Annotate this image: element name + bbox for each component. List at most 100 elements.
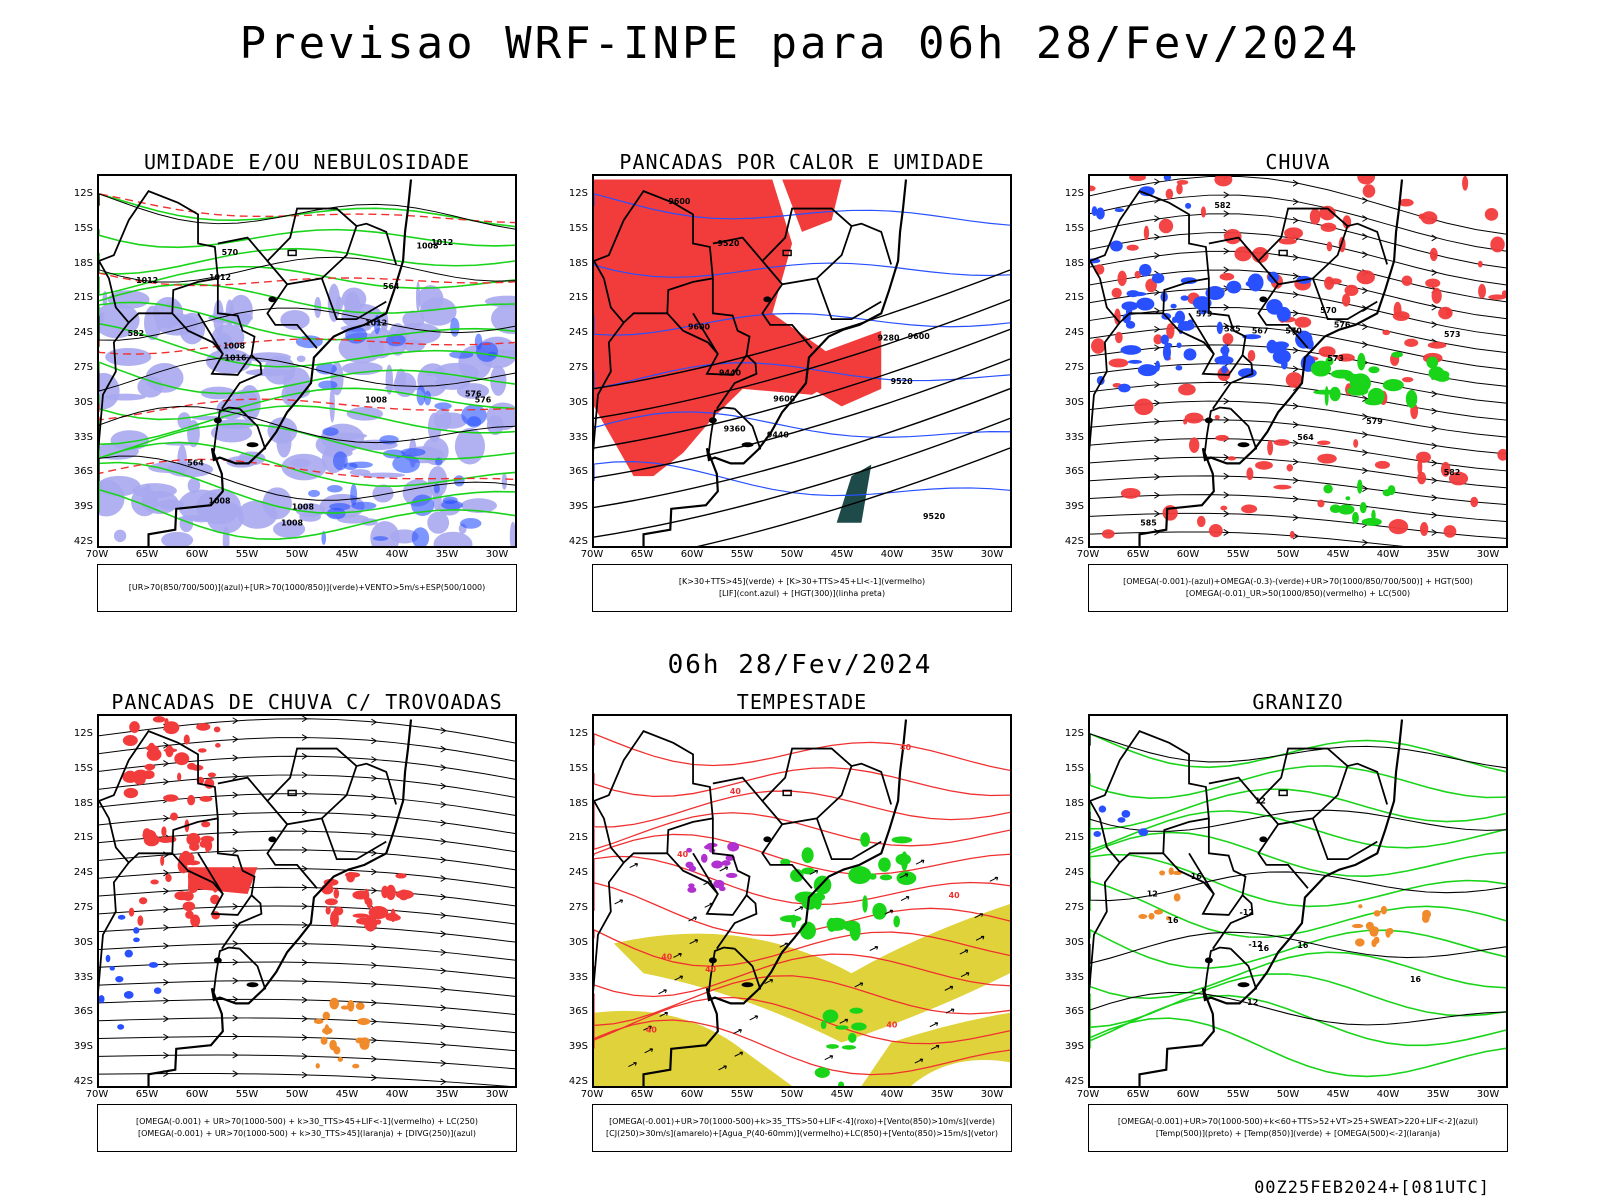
contour-label: 1008 <box>223 341 246 350</box>
latitude-tick-label: 27S <box>568 902 588 913</box>
forecast-map: 1012 1012 1012 1008 1008 1008 1008 1016 1012 576 5… <box>97 174 517 548</box>
longitude-tick-label: 30W <box>1476 1089 1500 1100</box>
latitude-tick-label: 30S <box>73 936 93 948</box>
contour-label: 9520 <box>717 239 740 248</box>
map-graphic: 585 582 582 579 579 576 573 570 567 564 570 573 585 <box>1090 176 1506 546</box>
contour-label: 9600 <box>668 197 691 206</box>
panel-title: PANCADAS POR CALOR E UMIDADE <box>619 150 985 174</box>
legend-line: [OMEGA(-0.001)-(azul)+OMEGA(-0.3)-(verde… <box>1123 577 1473 586</box>
longitude-tick-label: 65W <box>135 549 159 560</box>
contour-label: 582 <box>1444 468 1461 477</box>
contour-label: 40 <box>886 1021 898 1030</box>
main-title: Previsao WRF-INPE para 06h 28/Fev/2024 <box>239 18 1361 69</box>
contour-label: 12 <box>1147 890 1158 899</box>
contour-label: 16 <box>1297 941 1309 950</box>
contour-label: 40 <box>677 850 689 859</box>
latitude-tick-label: 36S <box>1064 1006 1084 1018</box>
latitude-tick-label: 39S <box>73 501 93 513</box>
longitude-tick-label: 30W <box>980 549 1004 560</box>
latitude-tick-label: 21S <box>73 292 93 304</box>
contour-label: 40 <box>730 787 742 796</box>
longitude-tick-label: 65W <box>630 1089 654 1100</box>
longitude-tick-label: 45W <box>830 1089 854 1100</box>
latitude-tick-label: 27S <box>568 362 588 373</box>
latitude-tick-label: 39S <box>568 501 588 513</box>
longitude-tick-label: 50W <box>285 549 309 560</box>
contour-label: 12 <box>1247 998 1258 1007</box>
latitude-tick-label: 39S <box>568 1041 588 1053</box>
contour-label: 16 <box>1258 944 1270 953</box>
latitude-tick-label: 39S <box>1064 501 1084 513</box>
longitude-tick-label: 55W <box>730 1089 754 1100</box>
longitude-tick-label: 30W <box>980 1089 1004 1100</box>
longitude-tick-label: 30W <box>485 549 509 560</box>
contour-label: -12 <box>1240 908 1254 917</box>
contour-label: 573 <box>1444 330 1461 339</box>
map-graphic: 9600 9600 9600 9520 9520 9520 9440 9440 9360 9280… <box>594 179 1010 546</box>
latitude-tick-label: 18S <box>73 257 93 269</box>
longitude-tick-label: 30W <box>485 1089 509 1100</box>
latitude-tick-label: 39S <box>1064 1041 1084 1053</box>
latitude-tick-label: 21S <box>73 832 93 844</box>
longitude-tick-label: 40W <box>880 549 904 560</box>
contour-label: 9360 <box>724 425 747 434</box>
contour-label: 9520 <box>891 377 914 386</box>
longitude-tick-label: 50W <box>780 549 804 560</box>
contour-label: 567 <box>1252 327 1269 336</box>
latitude-tick-label: 18S <box>568 797 588 809</box>
panel-title: GRANIZO <box>1252 690 1344 714</box>
latitude-tick-label: 12S <box>568 188 588 199</box>
contour-label: 1012 <box>365 318 387 327</box>
latitude-tick-label: 42S <box>73 536 93 547</box>
longitude-tick-label: 45W <box>1326 1089 1350 1100</box>
contour-label: 1016 <box>225 354 248 363</box>
longitude-tick-label: 35W <box>435 549 459 560</box>
longitude-tick-label: 65W <box>135 1089 159 1100</box>
longitude-tick-label: 35W <box>1426 1089 1450 1100</box>
longitude-tick-label: 70W <box>580 1089 604 1100</box>
latitude-tick-label: 36S <box>73 466 93 478</box>
panel-legend: [OMEGA(-0.001)-(azul)+OMEGA(-0.3)-(verde… <box>1088 564 1508 612</box>
contour-label: 40 <box>900 743 912 752</box>
latitude-tick-label: 30S <box>568 936 588 948</box>
contour-label: 579 <box>1196 309 1213 318</box>
latitude-tick-label: 24S <box>568 867 588 879</box>
contour-label: 9600 <box>688 322 711 331</box>
longitude-tick-label: 60W <box>1176 549 1200 560</box>
contour-label: 579 <box>1366 417 1383 426</box>
contour-label: 16 <box>1191 872 1203 881</box>
panel-legend: [UR>70(850/700/500)](azul)+[UR>70(1000/8… <box>97 564 517 612</box>
legend-line: [OMEGA(-0.001) + UR>70(1000-500) + k>30_… <box>137 1129 477 1138</box>
contour-label: 570 <box>222 248 239 257</box>
panel-title: TEMPESTADE <box>736 690 868 714</box>
legend-line: [K>30+TTS>45](verde) + [K>30+TTS>45+LI<-… <box>678 577 926 586</box>
longitude-tick-label: 40W <box>1376 1089 1400 1100</box>
legend-line: [OMEGA(-0.001)+UR>70(1000-500)+k<60+TTS>… <box>1117 1117 1479 1126</box>
contour-label: 576 <box>465 389 482 398</box>
latitude-tick-label: 21S <box>568 832 588 844</box>
longitude-tick-label: 70W <box>85 1089 109 1100</box>
latitude-tick-label: 42S <box>73 1076 93 1087</box>
panel-title: CHUVA <box>1265 150 1331 174</box>
longitude-tick-label: 45W <box>1326 549 1350 560</box>
latitude-tick-label: 36S <box>1064 466 1084 478</box>
longitude-tick-label: 65W <box>1126 1089 1150 1100</box>
latitude-tick-label: 27S <box>1064 902 1084 913</box>
longitude-tick-label: 40W <box>880 1089 904 1100</box>
latitude-tick-label: 42S <box>568 1076 588 1087</box>
legend-line: [OMEGA(-0.001)+UR>70(1000-500)+k>35_TTS>… <box>609 1117 995 1126</box>
longitude-tick-label: 55W <box>235 1089 259 1100</box>
latitude-tick-label: 18S <box>1064 257 1084 269</box>
latitude-tick-label: 30S <box>1064 396 1084 408</box>
forecast-map: 40 40 40 40 40 40 40 40 <box>592 714 1012 1088</box>
latitude-tick-label: 15S <box>73 222 93 234</box>
contour-label: 570 <box>1285 326 1302 335</box>
latitude-tick-label: 36S <box>568 466 588 478</box>
longitude-tick-label: 45W <box>335 549 359 560</box>
contour-label: 40 <box>705 965 717 974</box>
contour-label: 570 <box>1320 306 1337 315</box>
contour-label: 1012 <box>209 273 231 282</box>
latitude-tick-label: 33S <box>73 431 93 443</box>
latitude-tick-label: 24S <box>73 327 93 339</box>
